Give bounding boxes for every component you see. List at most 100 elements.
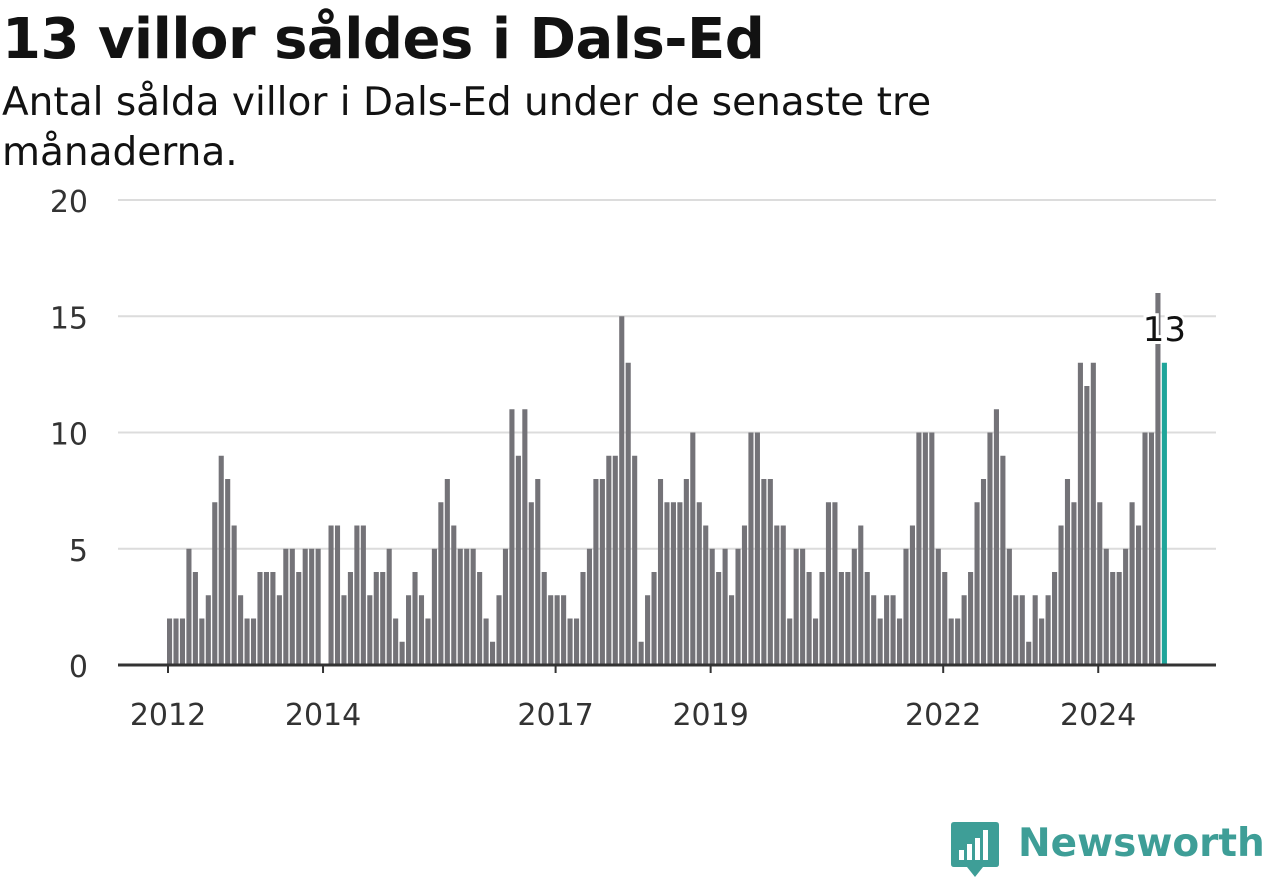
bar — [315, 548, 321, 665]
bar — [1097, 502, 1103, 665]
chart-subtitle: Antal sålda villor i Dals-Ed under de se… — [2, 80, 932, 175]
bar — [270, 572, 276, 665]
bar — [1090, 362, 1096, 665]
x-axis — [118, 663, 1216, 673]
bar — [767, 479, 773, 665]
bar — [838, 572, 844, 665]
bar — [167, 618, 173, 665]
bar-highlight — [1161, 362, 1167, 665]
bar — [664, 502, 670, 665]
bar — [948, 618, 954, 665]
bar — [793, 548, 799, 665]
bar — [703, 525, 709, 665]
bar — [399, 641, 405, 665]
bar — [386, 548, 392, 665]
bar — [858, 525, 864, 665]
bar — [238, 595, 244, 665]
bar — [813, 618, 819, 665]
bar — [1058, 525, 1064, 665]
bar — [554, 595, 560, 665]
bar — [890, 595, 896, 665]
bar — [309, 548, 315, 665]
bar — [651, 572, 657, 665]
bar — [438, 502, 444, 665]
bar — [444, 479, 450, 665]
bar — [916, 432, 922, 665]
bar — [800, 548, 806, 665]
bar — [263, 572, 269, 665]
bar — [593, 479, 599, 665]
bar — [845, 572, 851, 665]
bar — [477, 572, 483, 665]
bar — [334, 525, 341, 665]
bar — [548, 595, 554, 665]
bar — [935, 548, 941, 665]
bar — [186, 548, 192, 665]
brand-name: Newsworthy — [1018, 821, 1262, 866]
bar — [993, 409, 999, 665]
bar — [451, 525, 457, 665]
bar — [502, 548, 509, 665]
bar — [586, 548, 592, 665]
bar — [328, 525, 334, 665]
bar — [218, 455, 224, 665]
bar — [192, 572, 198, 665]
bar — [276, 595, 282, 665]
bar — [780, 525, 786, 665]
bar — [289, 548, 295, 665]
bar — [696, 502, 702, 665]
bar — [625, 362, 631, 665]
bars — [167, 293, 1167, 665]
bar — [257, 572, 263, 665]
bar — [1123, 548, 1129, 665]
bar — [787, 618, 793, 665]
bar — [212, 502, 218, 665]
bar — [541, 572, 547, 665]
bar — [457, 548, 463, 665]
bar — [955, 618, 961, 665]
bar — [412, 572, 418, 665]
bar — [1000, 455, 1006, 665]
bar — [464, 548, 470, 665]
bar — [922, 432, 928, 665]
bar — [806, 572, 812, 665]
bar — [1129, 502, 1135, 665]
bar — [1052, 572, 1058, 665]
bar — [896, 618, 903, 665]
bar — [470, 548, 476, 665]
bar — [393, 618, 399, 665]
bar — [716, 572, 722, 665]
x-tick-label: 2022 — [905, 698, 981, 733]
bar — [522, 409, 528, 665]
bar — [173, 618, 179, 665]
bar — [774, 525, 780, 665]
bar — [884, 595, 890, 665]
bar — [903, 548, 909, 665]
bar — [657, 479, 664, 665]
bar — [1019, 595, 1025, 665]
bar — [302, 548, 308, 665]
bar — [741, 525, 748, 665]
bar — [670, 502, 676, 665]
bar — [1064, 479, 1071, 665]
bar — [341, 595, 347, 665]
bar — [1032, 595, 1038, 665]
bar — [406, 595, 412, 665]
bar — [483, 618, 489, 665]
bar — [709, 548, 715, 665]
bar — [490, 641, 496, 665]
bar — [250, 618, 257, 665]
bar — [677, 502, 683, 665]
bar — [244, 618, 250, 665]
bar — [722, 548, 728, 665]
bar — [1103, 548, 1109, 665]
bar — [418, 595, 425, 665]
bar — [573, 618, 580, 665]
bar — [974, 502, 980, 665]
chart-title: 13 villor såldes i Dals-Ed — [2, 7, 765, 72]
bar — [1136, 525, 1142, 665]
bar — [632, 455, 638, 665]
y-tick-label: 0 — [69, 650, 88, 685]
bar — [509, 409, 515, 665]
y-tick-label: 5 — [69, 534, 88, 569]
